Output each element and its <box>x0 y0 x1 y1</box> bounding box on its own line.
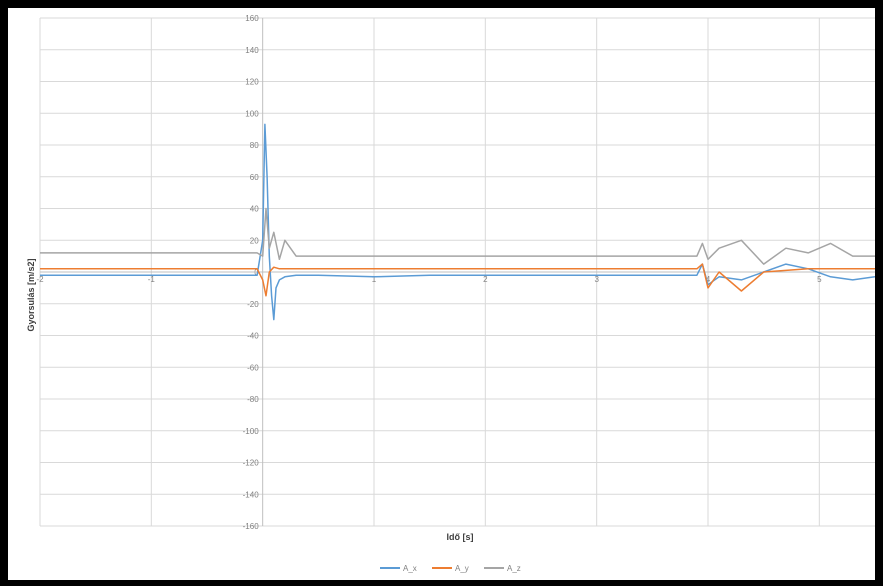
legend: A_x A_y A_z <box>380 564 521 573</box>
legend-label-A_z: A_z <box>507 564 521 573</box>
y-tick-label: 120 <box>245 78 259 87</box>
y-tick-label: 20 <box>250 236 259 245</box>
y-tick-label: -60 <box>247 363 259 372</box>
x-tick-label: -2 <box>36 275 44 284</box>
x-axis-title: Idő [s] <box>447 532 474 542</box>
x-tick-label: 5 <box>817 275 822 284</box>
y-tick-label: 140 <box>245 46 259 55</box>
legend-label-A_x: A_x <box>403 564 417 573</box>
y-axis-title: Gyorsulás [m/s2] <box>26 258 36 331</box>
y-tick-label: -20 <box>247 300 259 309</box>
legend-label-A_y: A_y <box>455 564 469 573</box>
y-tick-label: -40 <box>247 332 259 341</box>
x-tick-label: 1 <box>372 275 377 284</box>
series-layer <box>40 123 875 321</box>
series-line-A_z <box>40 207 875 265</box>
y-tick-label: 100 <box>245 109 259 118</box>
x-tick-label: 2 <box>483 275 488 284</box>
y-tick-label: 80 <box>250 141 259 150</box>
chart-frame: 160140120100806040200-20-40-60-80-100-12… <box>8 8 875 580</box>
y-tick-label: -100 <box>243 427 260 436</box>
series-line-A_x <box>40 123 875 321</box>
x-tick-label: 4 <box>706 275 711 284</box>
y-tick-label: -160 <box>243 522 260 531</box>
y-tick-label: -80 <box>247 395 259 404</box>
x-tick-label: -1 <box>148 275 156 284</box>
y-tick-label: -120 <box>243 459 260 468</box>
x-tick-label: 3 <box>594 275 599 284</box>
y-tick-label: -140 <box>243 490 260 499</box>
axis-layer: 160140120100806040200-20-40-60-80-100-12… <box>36 14 875 531</box>
y-tick-label: 160 <box>245 14 259 23</box>
y-tick-label: 40 <box>250 205 259 214</box>
chart-svg: 160140120100806040200-20-40-60-80-100-12… <box>26 14 875 573</box>
y-tick-label: 60 <box>250 173 259 182</box>
series-line-A_y <box>40 263 875 297</box>
